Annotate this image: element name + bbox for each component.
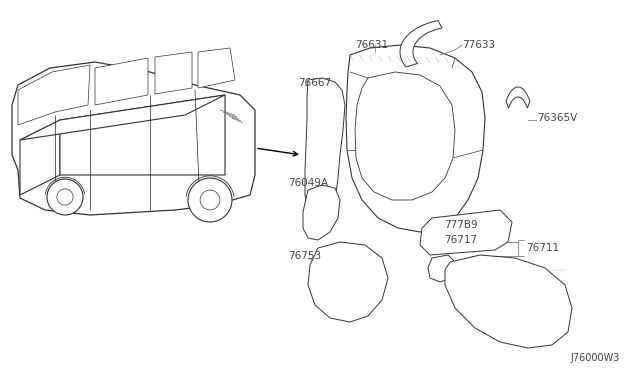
- Circle shape: [200, 190, 220, 210]
- Polygon shape: [303, 185, 340, 240]
- Polygon shape: [198, 48, 235, 88]
- Circle shape: [47, 179, 83, 215]
- Circle shape: [57, 189, 73, 205]
- Polygon shape: [95, 58, 148, 105]
- Circle shape: [188, 178, 232, 222]
- Polygon shape: [346, 45, 485, 232]
- Polygon shape: [20, 120, 60, 195]
- Polygon shape: [308, 242, 388, 322]
- Polygon shape: [400, 20, 442, 67]
- Polygon shape: [420, 210, 512, 255]
- Text: 76711: 76711: [526, 243, 559, 253]
- Polygon shape: [18, 65, 90, 125]
- Polygon shape: [60, 95, 225, 175]
- Polygon shape: [355, 72, 455, 200]
- Polygon shape: [445, 255, 572, 348]
- Polygon shape: [305, 78, 345, 222]
- Text: J76000W3: J76000W3: [571, 353, 620, 363]
- Polygon shape: [12, 62, 255, 215]
- Text: 77633: 77633: [462, 40, 495, 50]
- Text: 76667: 76667: [298, 78, 331, 88]
- Text: 76049A: 76049A: [288, 178, 328, 188]
- Text: 76717: 76717: [444, 235, 477, 245]
- Text: 76365V: 76365V: [537, 113, 577, 123]
- Text: 777B9: 777B9: [444, 220, 477, 230]
- Polygon shape: [506, 87, 530, 108]
- Polygon shape: [155, 52, 192, 94]
- Polygon shape: [428, 255, 455, 282]
- Polygon shape: [20, 95, 225, 140]
- Text: 76753: 76753: [288, 251, 321, 261]
- Text: 76631: 76631: [355, 40, 388, 50]
